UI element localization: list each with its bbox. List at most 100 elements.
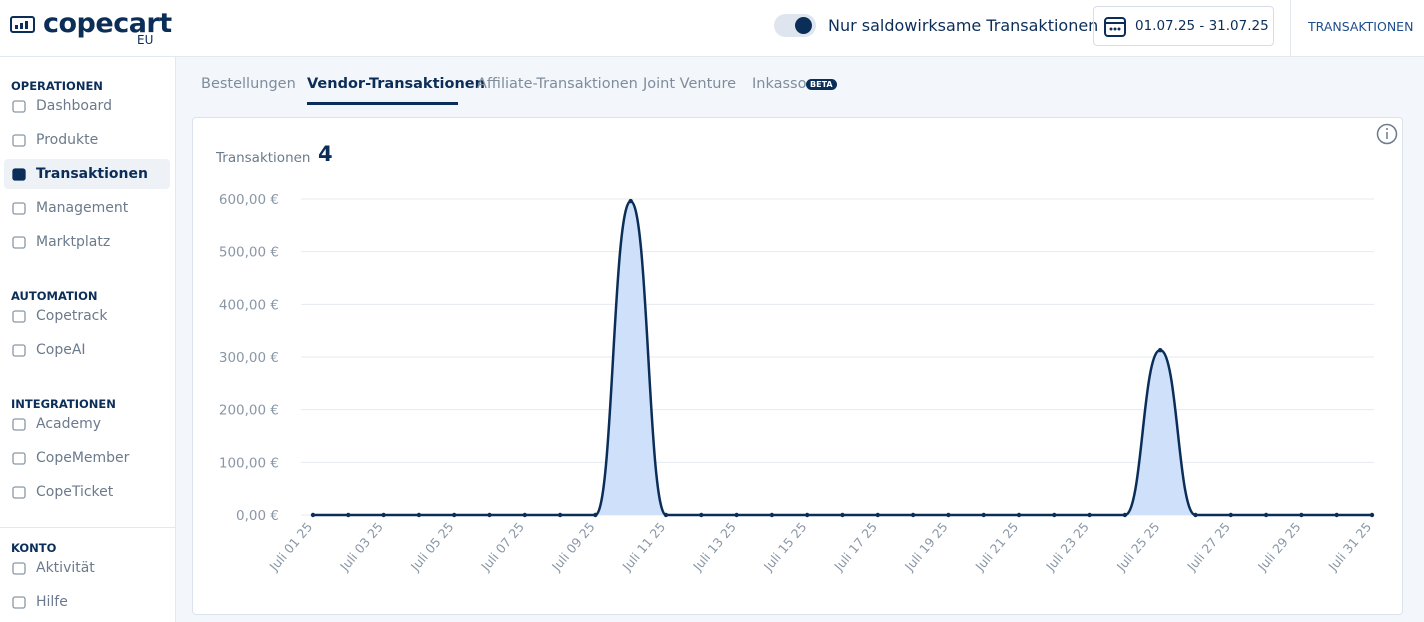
chart-card: Transaktionen 4 0,00 € 100,00 € 200,00 € 30… bbox=[192, 117, 1403, 615]
tab-underline bbox=[307, 102, 458, 105]
nav-item[interactable]: Management bbox=[4, 193, 170, 223]
point bbox=[452, 512, 457, 518]
logo-suffix: EU bbox=[137, 33, 154, 47]
nav-item[interactable]: CopeAI bbox=[4, 335, 170, 365]
nav-label: CopeTicket bbox=[36, 484, 114, 500]
logo: copecart bbox=[43, 8, 172, 39]
tab[interactable]: Vendor-Transaktionen bbox=[307, 76, 485, 92]
x-tick-label: Juli 19 25 bbox=[901, 519, 951, 574]
y-tick-label: 200,00 € bbox=[219, 403, 279, 419]
divider bbox=[1290, 0, 1291, 57]
toggle[interactable] bbox=[774, 14, 816, 37]
x-tick-label: Juli 07 25 bbox=[477, 519, 527, 574]
nav-item[interactable]: Hilfe bbox=[4, 587, 170, 617]
nav-item[interactable]: Transaktionen bbox=[4, 159, 170, 189]
nav-label: Copetrack bbox=[36, 308, 108, 324]
point bbox=[1052, 512, 1057, 518]
point bbox=[734, 512, 739, 518]
sidebar: OPERATIONEN Dashboard Produkte Transaktione… bbox=[0, 57, 176, 622]
point bbox=[346, 512, 351, 518]
chart-title: Transaktionen bbox=[216, 150, 311, 166]
nav-icon bbox=[12, 596, 26, 609]
nav-label: Dashboard bbox=[36, 98, 112, 114]
point bbox=[981, 512, 986, 518]
date-range: 01.07.25 - 31.07.25 bbox=[1135, 18, 1269, 34]
header: copecart EU Nur saldowirksame Transaktio… bbox=[0, 0, 1424, 57]
area bbox=[313, 201, 1372, 515]
point bbox=[1193, 512, 1198, 518]
date-picker[interactable]: 01.07.25 - 31.07.25 bbox=[1093, 6, 1274, 46]
y-tick-label: 500,00 € bbox=[219, 245, 279, 261]
point bbox=[522, 512, 527, 518]
tab[interactable]: Affiliate-Transaktionen bbox=[477, 76, 638, 92]
nav-icon bbox=[12, 562, 26, 575]
point bbox=[1263, 512, 1269, 518]
x-tick-label: Juli 03 25 bbox=[336, 519, 386, 574]
y-tick-label: 600,00 € bbox=[219, 192, 279, 208]
nav-icon bbox=[12, 100, 26, 113]
section-title: INTEGRATIONEN bbox=[11, 397, 116, 411]
point bbox=[1369, 512, 1375, 518]
x-tick-label: Juli 27 25 bbox=[1183, 519, 1233, 574]
nav-icon bbox=[12, 452, 26, 465]
tab[interactable]: Bestellungen bbox=[201, 76, 296, 92]
divider bbox=[0, 527, 175, 528]
x-tick-label: Juli 01 25 bbox=[266, 519, 316, 574]
nav-item[interactable]: CopeTicket bbox=[4, 477, 170, 507]
point bbox=[910, 512, 916, 518]
nav-icon bbox=[12, 236, 26, 249]
beta-badge: BETA bbox=[806, 79, 837, 90]
nav-label: Hilfe bbox=[36, 594, 68, 610]
calendar-icon bbox=[1104, 17, 1126, 37]
point bbox=[875, 512, 880, 518]
y-tick-label: 0,00 € bbox=[236, 508, 279, 524]
total-count: 4 bbox=[318, 142, 333, 166]
x-tick-label: Juli 15 25 bbox=[760, 519, 810, 574]
info-icon[interactable] bbox=[1376, 123, 1398, 145]
point bbox=[557, 512, 563, 518]
nav-item[interactable]: Dashboard bbox=[4, 91, 170, 121]
x-tick-label: Juli 29 25 bbox=[1254, 519, 1304, 574]
tab[interactable]: Inkasso bbox=[752, 76, 807, 92]
point bbox=[310, 512, 316, 518]
nav-icon bbox=[12, 134, 26, 147]
nav-item[interactable]: Academy bbox=[4, 409, 170, 439]
x-tick-label: Juli 09 25 bbox=[548, 519, 598, 574]
section-title: KONTO bbox=[11, 541, 57, 555]
point bbox=[1334, 512, 1339, 518]
nav-icon bbox=[12, 168, 26, 181]
point bbox=[593, 512, 598, 518]
point bbox=[628, 198, 633, 204]
point bbox=[1228, 512, 1234, 518]
point bbox=[1158, 347, 1163, 353]
nav-item[interactable]: CopeMember bbox=[4, 443, 170, 473]
x-tick-label: Juli 11 25 bbox=[619, 519, 669, 574]
point bbox=[487, 512, 492, 518]
chart: 0,00 € 100,00 € 200,00 € 300,00 € 400,00 € 50… bbox=[219, 192, 1375, 574]
nav-item[interactable]: Marktplatz bbox=[4, 227, 170, 257]
tab[interactable]: Joint Venture bbox=[643, 76, 737, 92]
logo-icon bbox=[10, 16, 35, 33]
line bbox=[313, 199, 1372, 517]
toggle-label: Nur saldowirksame Transaktionen bbox=[828, 16, 1099, 35]
nav-item[interactable]: Produkte bbox=[4, 125, 170, 155]
nav-label: Produkte bbox=[36, 132, 99, 148]
nav-item[interactable]: Aktivität bbox=[4, 553, 170, 583]
x-tick-label: Juli 31 25 bbox=[1325, 519, 1375, 574]
point bbox=[416, 512, 422, 518]
point bbox=[1299, 512, 1304, 518]
point bbox=[381, 512, 386, 518]
point bbox=[1016, 512, 1022, 518]
point bbox=[769, 512, 775, 518]
point bbox=[699, 512, 704, 518]
nav-item[interactable]: Copetrack bbox=[4, 301, 170, 331]
nav-label: Management bbox=[36, 200, 129, 216]
section-title: OPERATIONEN bbox=[11, 79, 103, 93]
point bbox=[1087, 512, 1092, 518]
nav-link[interactable]: TRANSAKTIONEN bbox=[1308, 19, 1414, 34]
nav-icon bbox=[12, 418, 26, 431]
nav-icon bbox=[12, 310, 26, 323]
nav-label: Academy bbox=[36, 416, 102, 432]
nav-icon bbox=[12, 486, 26, 499]
